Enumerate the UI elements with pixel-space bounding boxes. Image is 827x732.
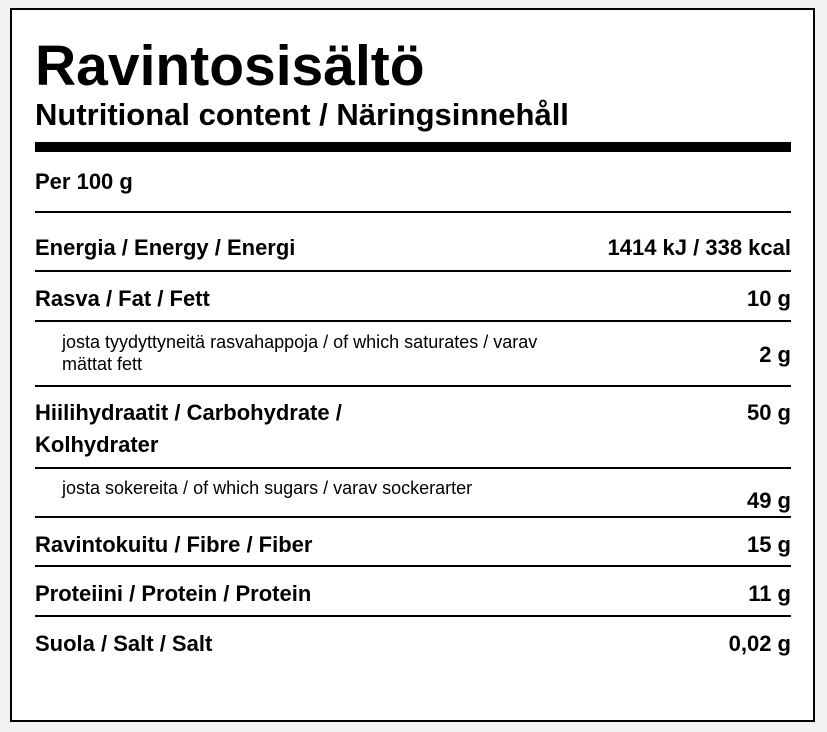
nutrient-row: Rasva / Fat / Fett 10 g	[35, 272, 791, 322]
sub-nutrient-row: josta sokereita / of which sugars / vara…	[35, 469, 791, 518]
nutrient-value: 0,02 g	[728, 631, 791, 656]
thick-rule	[35, 142, 791, 152]
nutrient-label: Suola / Salt / Salt	[35, 631, 213, 656]
nutrient-label: josta tyydyttyneitä rasvahappoja / of wh…	[62, 332, 538, 374]
nutrient-label: Ravintokuitu / Fibre / Fiber	[35, 532, 313, 557]
nutrition-label: Ravintosisältö Nutritional content / När…	[10, 8, 815, 722]
nutrient-row: Suola / Salt / Salt 0,02 g	[35, 617, 791, 667]
nutrient-label: josta sokereita / of which sugars / vara…	[62, 478, 473, 498]
nutrient-label: Proteiini / Protein / Protein	[35, 581, 312, 606]
nutrient-value: 1414 kJ / 338 kcal	[607, 235, 792, 260]
nutrient-label: Energia / Energy / Energi	[35, 235, 296, 260]
nutrition-table: Per 100 g Energia / Energy / Energi 1414 …	[35, 152, 791, 667]
nutrient-value: 50 g	[746, 400, 791, 425]
nutrient-value: 2 g	[759, 342, 791, 367]
nutrient-value: 49 g	[746, 488, 791, 513]
nutrient-row: Proteiini / Protein / Protein 11 g	[35, 567, 791, 617]
nutrient-row: Energia / Energy / Energi 1414 kJ / 338 k…	[35, 213, 791, 272]
nutrient-value: 11 g	[748, 581, 791, 606]
nutrient-row: Ravintokuitu / Fibre / Fiber 15 g	[35, 518, 791, 567]
per-row: Per 100 g	[35, 152, 791, 213]
nutrient-value: 15 g	[746, 532, 791, 557]
nutrient-row: Hiilihydraatit / Carbohydrate / Kolhydra…	[35, 387, 791, 469]
title: Ravintosisältö	[35, 34, 425, 98]
sub-nutrient-row: josta tyydyttyneitä rasvahappoja / of wh…	[35, 322, 791, 387]
nutrient-value: 10 g	[746, 286, 791, 311]
subtitle: Nutritional content / Näringsinnehåll	[35, 97, 569, 132]
nutrient-label: Hiilihydraatit / Carbohydrate / Kolhydra…	[35, 400, 342, 457]
per-label: Per 100 g	[35, 169, 133, 194]
nutrient-label: Rasva / Fat / Fett	[35, 286, 210, 311]
